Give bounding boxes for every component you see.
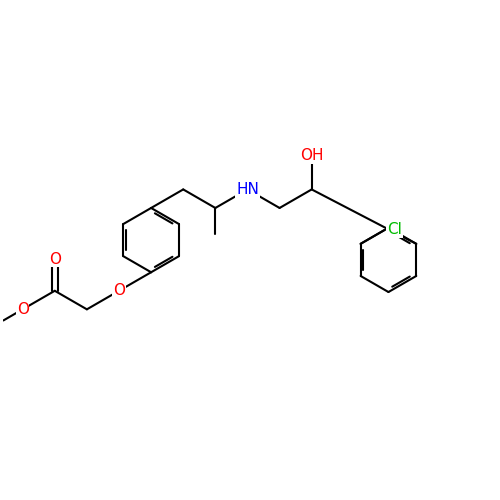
Text: O: O: [16, 302, 28, 317]
Text: O: O: [49, 252, 61, 266]
Text: O: O: [113, 284, 125, 298]
Text: OH: OH: [300, 148, 324, 164]
Text: HN: HN: [236, 182, 259, 197]
Text: Cl: Cl: [387, 222, 402, 238]
